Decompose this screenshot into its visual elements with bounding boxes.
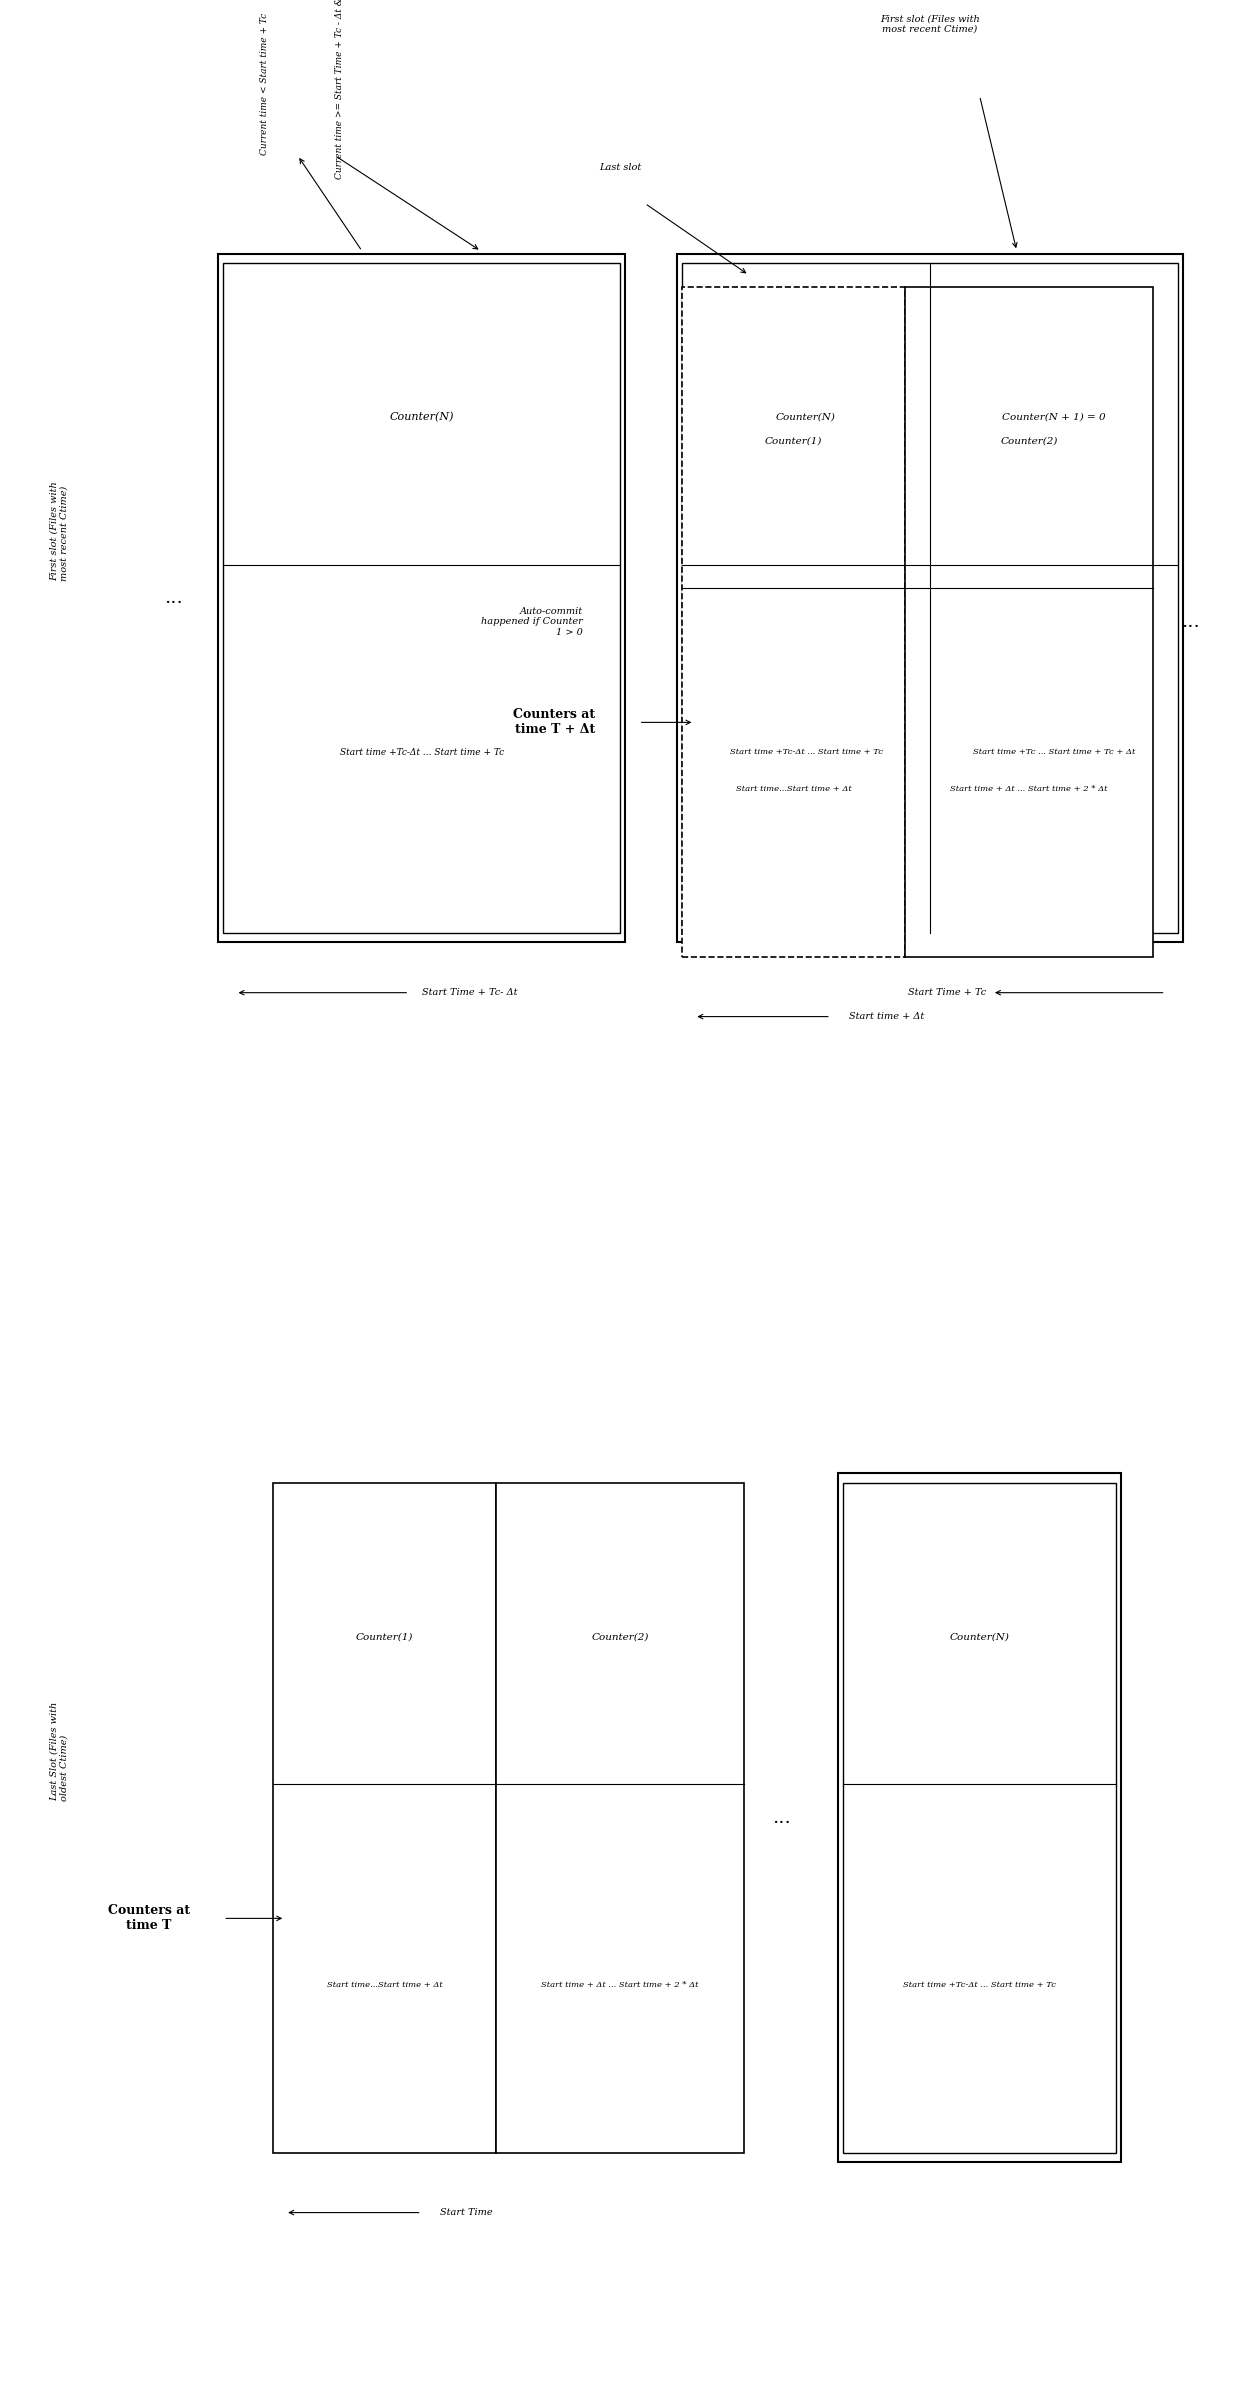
Text: Start time +Tc-Δt ... Start time + Tc: Start time +Tc-Δt ... Start time + Tc	[903, 1981, 1056, 1990]
Text: Counter(N + 1) = 0: Counter(N + 1) = 0	[1002, 414, 1106, 421]
Text: First slot (Files with
most recent Ctime): First slot (Files with most recent Ctime…	[50, 481, 69, 581]
Text: ...: ...	[771, 1808, 791, 1827]
Text: First slot (Files with
most recent Ctime): First slot (Files with most recent Ctime…	[880, 14, 980, 33]
Bar	[682, 287, 905, 957]
Text: Start Time + Tc- Δt: Start Time + Tc- Δt	[422, 988, 517, 997]
Bar	[677, 254, 1183, 942]
Bar	[218, 254, 625, 942]
Text: Last Slot (Files with
oldest Ctime): Last Slot (Files with oldest Ctime)	[50, 1701, 69, 1801]
Text: Start time + Δt ... Start time + 2 * Δt: Start time + Δt ... Start time + 2 * Δt	[541, 1981, 699, 1990]
Bar	[273, 1483, 496, 2153]
Text: Counter(2): Counter(2)	[1001, 438, 1058, 445]
Text: Start Time: Start Time	[440, 2208, 492, 2217]
Text: Start time +Tc ... Start time + Tc + Δt: Start time +Tc ... Start time + Tc + Δt	[973, 749, 1135, 756]
Text: Last slot: Last slot	[599, 163, 641, 172]
Bar	[905, 287, 1153, 957]
Bar	[838, 1473, 1121, 2162]
Text: ...: ...	[164, 588, 184, 608]
Text: Counters at
time T: Counters at time T	[108, 1904, 190, 1933]
Text: ...: ...	[1180, 612, 1200, 631]
Bar	[843, 1483, 1116, 2153]
Text: Start time +Tc-Δt ... Start time + Tc: Start time +Tc-Δt ... Start time + Tc	[729, 749, 883, 756]
Bar	[223, 263, 620, 933]
Text: Current time >= Start Time + Tc - Δt &&: Current time >= Start Time + Tc - Δt &&	[335, 0, 343, 179]
Bar	[496, 1483, 744, 2153]
Text: Auto-commit
happened if Counter
1 > 0: Auto-commit happened if Counter 1 > 0	[481, 608, 583, 636]
Text: Counter(1): Counter(1)	[356, 1634, 413, 1641]
Text: Start Time + Tc: Start Time + Tc	[908, 988, 986, 997]
Text: Counters at
time T + Δt: Counters at time T + Δt	[513, 708, 595, 737]
Text: Start time + Δt: Start time + Δt	[849, 1012, 925, 1021]
Text: Counter(N): Counter(N)	[389, 411, 454, 423]
Text: Counter(N): Counter(N)	[950, 1634, 1009, 1641]
Bar	[682, 263, 1178, 933]
Text: Start time +Tc-Δt ... Start time + Tc: Start time +Tc-Δt ... Start time + Tc	[340, 749, 503, 756]
Text: Start time + Δt ... Start time + 2 * Δt: Start time + Δt ... Start time + 2 * Δt	[950, 785, 1109, 794]
Text: Start time...Start time + Δt: Start time...Start time + Δt	[326, 1981, 443, 1990]
Text: Counter(N): Counter(N)	[776, 414, 836, 421]
Text: Counter(1): Counter(1)	[765, 438, 822, 445]
Text: Start time...Start time + Δt: Start time...Start time + Δt	[735, 785, 852, 794]
Text: Counter(2): Counter(2)	[591, 1634, 649, 1641]
Text: Current time < Start time + Tc: Current time < Start time + Tc	[260, 12, 269, 155]
